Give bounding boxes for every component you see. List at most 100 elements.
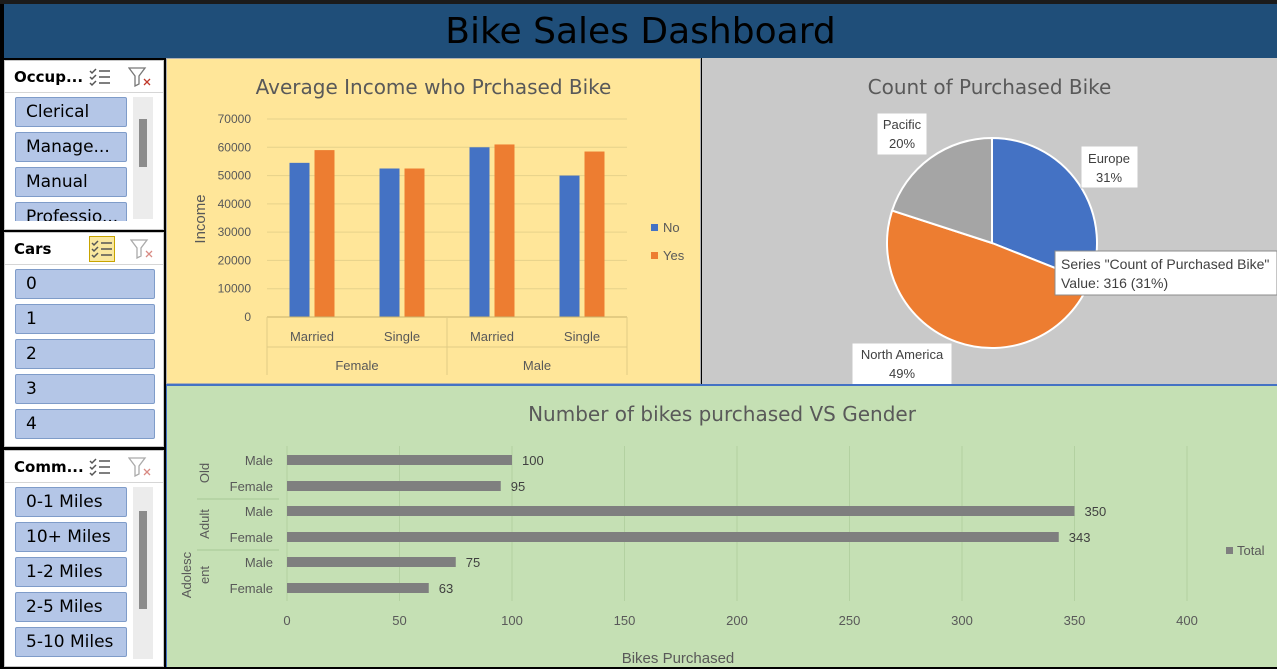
- income-chart: 0 10000 20000 30000 40000 50000 60000 70000 Mar…: [192, 112, 685, 375]
- income-ytick-label: 20000: [218, 253, 252, 267]
- gender-bar[interactable]: [287, 506, 1075, 516]
- gender-bar[interactable]: [287, 455, 512, 465]
- gender-bar-value: 343: [1069, 530, 1091, 545]
- pie-label-pacific: Pacific 20%: [876, 112, 928, 156]
- income-bar-no[interactable]: [559, 175, 580, 317]
- income-bar-no[interactable]: [469, 147, 490, 317]
- pie-slice-north-america[interactable]: [886, 209, 1091, 349]
- legend-label-total: Total: [1237, 543, 1265, 558]
- income-ytick-label: 50000: [218, 169, 252, 183]
- income-bar-no[interactable]: [289, 162, 310, 317]
- legend-swatch-total: [1226, 547, 1233, 554]
- income-bar-no[interactable]: [379, 168, 400, 318]
- slicer-item-5-10-miles[interactable]: 5-10 Miles: [15, 627, 127, 657]
- slicer-item-cars-4[interactable]: 4: [15, 409, 155, 439]
- gender-xtick-label: 150: [614, 613, 636, 628]
- income-axis-label: Income: [192, 194, 209, 243]
- slicer-item-management[interactable]: Manage...: [15, 132, 127, 162]
- slicer-cars-header: Cars: [5, 233, 163, 265]
- income-ytick-label: 0: [244, 310, 251, 324]
- slicer-item-manual[interactable]: Manual: [15, 167, 127, 197]
- income-ytick-label: 10000: [218, 282, 252, 296]
- income-bar-yes[interactable]: [314, 150, 335, 317]
- slicer-item-cars-0[interactable]: 0: [15, 269, 155, 299]
- legend-label-yes: Yes: [663, 248, 685, 263]
- gender-chart: 100 95 350 343 75 63 Male Female Male Female Male…: [179, 446, 1265, 667]
- gender-category-label: Male: [245, 555, 273, 570]
- sheet-grid-strip: [0, 0, 1277, 4]
- gender-bar[interactable]: [287, 557, 456, 567]
- gender-xtick-label: 100: [501, 613, 523, 628]
- slicer-scrollbar[interactable]: [133, 487, 153, 659]
- slicer-item-10-plus-miles[interactable]: 10+ Miles: [15, 522, 127, 552]
- gender-xtick-label: 200: [726, 613, 748, 628]
- gender-group-label: Adolesc: [179, 551, 194, 598]
- legend-swatch-no: [651, 224, 658, 231]
- income-group-label: Male: [523, 358, 551, 373]
- scrollbar-thumb[interactable]: [139, 119, 147, 167]
- slicer-occupation-items: Clerical Manage... Manual Professio...: [5, 93, 163, 221]
- clear-filter-icon[interactable]: [127, 454, 153, 480]
- slicer-commute-header: Comm...: [5, 451, 163, 483]
- gender-bar[interactable]: [287, 481, 501, 491]
- gender-category-label: Male: [245, 453, 273, 468]
- gender-chart-title: Number of bikes purchased VS Gender: [528, 402, 916, 426]
- pie-label-north-america-pct: 49%: [889, 366, 915, 381]
- gender-category-label: Female: [230, 479, 273, 494]
- pie-tooltip: Series "Count of Purchased Bike" Value: …: [1054, 250, 1277, 296]
- pie-chart-title: Count of Purchased Bike: [867, 75, 1112, 99]
- multi-select-icon[interactable]: [89, 236, 115, 262]
- gender-legend: Total: [1226, 543, 1265, 558]
- income-bar-yes[interactable]: [584, 151, 605, 317]
- slicer-item-0-1-miles[interactable]: 0-1 Miles: [15, 487, 127, 517]
- gender-xtick-label: 250: [839, 613, 861, 628]
- scrollbar-thumb[interactable]: [139, 511, 147, 609]
- gender-axis-label: Bikes Purchased: [622, 650, 735, 667]
- slicer-item-cars-2[interactable]: 2: [15, 339, 155, 369]
- income-ytick-label: 60000: [218, 140, 252, 154]
- income-category-label: Married: [290, 329, 334, 344]
- slicer-item-professional[interactable]: Professio...: [15, 202, 127, 221]
- gender-group-label: Old: [197, 463, 212, 483]
- income-ytick-label: 40000: [218, 197, 252, 211]
- slicer-item-1-2-miles[interactable]: 1-2 Miles: [15, 557, 127, 587]
- clear-filter-icon[interactable]: [127, 64, 153, 90]
- dashboard-title: Bike Sales Dashboard: [445, 10, 836, 52]
- slicer-item-cars-3[interactable]: 3: [15, 374, 155, 404]
- gender-xtick-label: 50: [392, 613, 406, 628]
- income-category-label: Single: [384, 329, 420, 344]
- income-bar-yes[interactable]: [494, 144, 515, 317]
- gender-chart-panel[interactable]: Number of bikes purchased VS Gender 100 9…: [166, 384, 1277, 667]
- gender-xtick-label: 0: [283, 613, 290, 628]
- pie-slice-pacific[interactable]: [890, 136, 993, 245]
- slicer-title: Cars: [14, 239, 52, 258]
- pie-chart: Pacific 20% Europe 31% North America 49%…: [851, 112, 1277, 384]
- pie-label-pacific-name: Pacific: [883, 117, 922, 132]
- income-chart-panel[interactable]: Average Income who Prchased Bike 0 10000 2…: [166, 58, 701, 384]
- gender-xtick-label: 350: [1064, 613, 1086, 628]
- multi-select-icon[interactable]: [87, 64, 113, 90]
- gender-group-label: ent: [197, 566, 212, 584]
- multi-select-icon[interactable]: [87, 454, 113, 480]
- pie-label-europe: Europe 31%: [1080, 145, 1139, 189]
- legend-swatch-yes: [651, 252, 658, 259]
- slicer-cars: Cars 0 1 2 3 4: [4, 232, 164, 447]
- slicer-item-clerical[interactable]: Clerical: [15, 97, 127, 127]
- clear-filter-icon[interactable]: [129, 236, 155, 262]
- gender-xtick-label: 300: [951, 613, 973, 628]
- gender-bar[interactable]: [287, 583, 429, 593]
- gender-bar-value: 100: [522, 453, 544, 468]
- pie-chart-panel[interactable]: Count of Purchased Bike Pacific 20% Euro…: [702, 58, 1277, 384]
- slicer-scrollbar[interactable]: [133, 97, 153, 219]
- gender-bar-value: 63: [439, 581, 453, 596]
- gender-bar[interactable]: [287, 532, 1059, 542]
- income-bar-yes[interactable]: [404, 168, 425, 318]
- slicer-commute: Comm... 0-1 Miles 10+ Miles 1-2 Miles 2-…: [4, 450, 164, 667]
- slicer-item-cars-1[interactable]: 1: [15, 304, 155, 334]
- slicer-item-2-5-miles[interactable]: 2-5 Miles: [15, 592, 127, 622]
- gender-category-label: Female: [230, 581, 273, 596]
- pie-label-north-america-name: North America: [861, 347, 944, 362]
- slicer-title: Occup...: [14, 67, 84, 86]
- income-ytick-label: 70000: [218, 112, 252, 126]
- slicer-cars-items: 0 1 2 3 4: [5, 265, 163, 444]
